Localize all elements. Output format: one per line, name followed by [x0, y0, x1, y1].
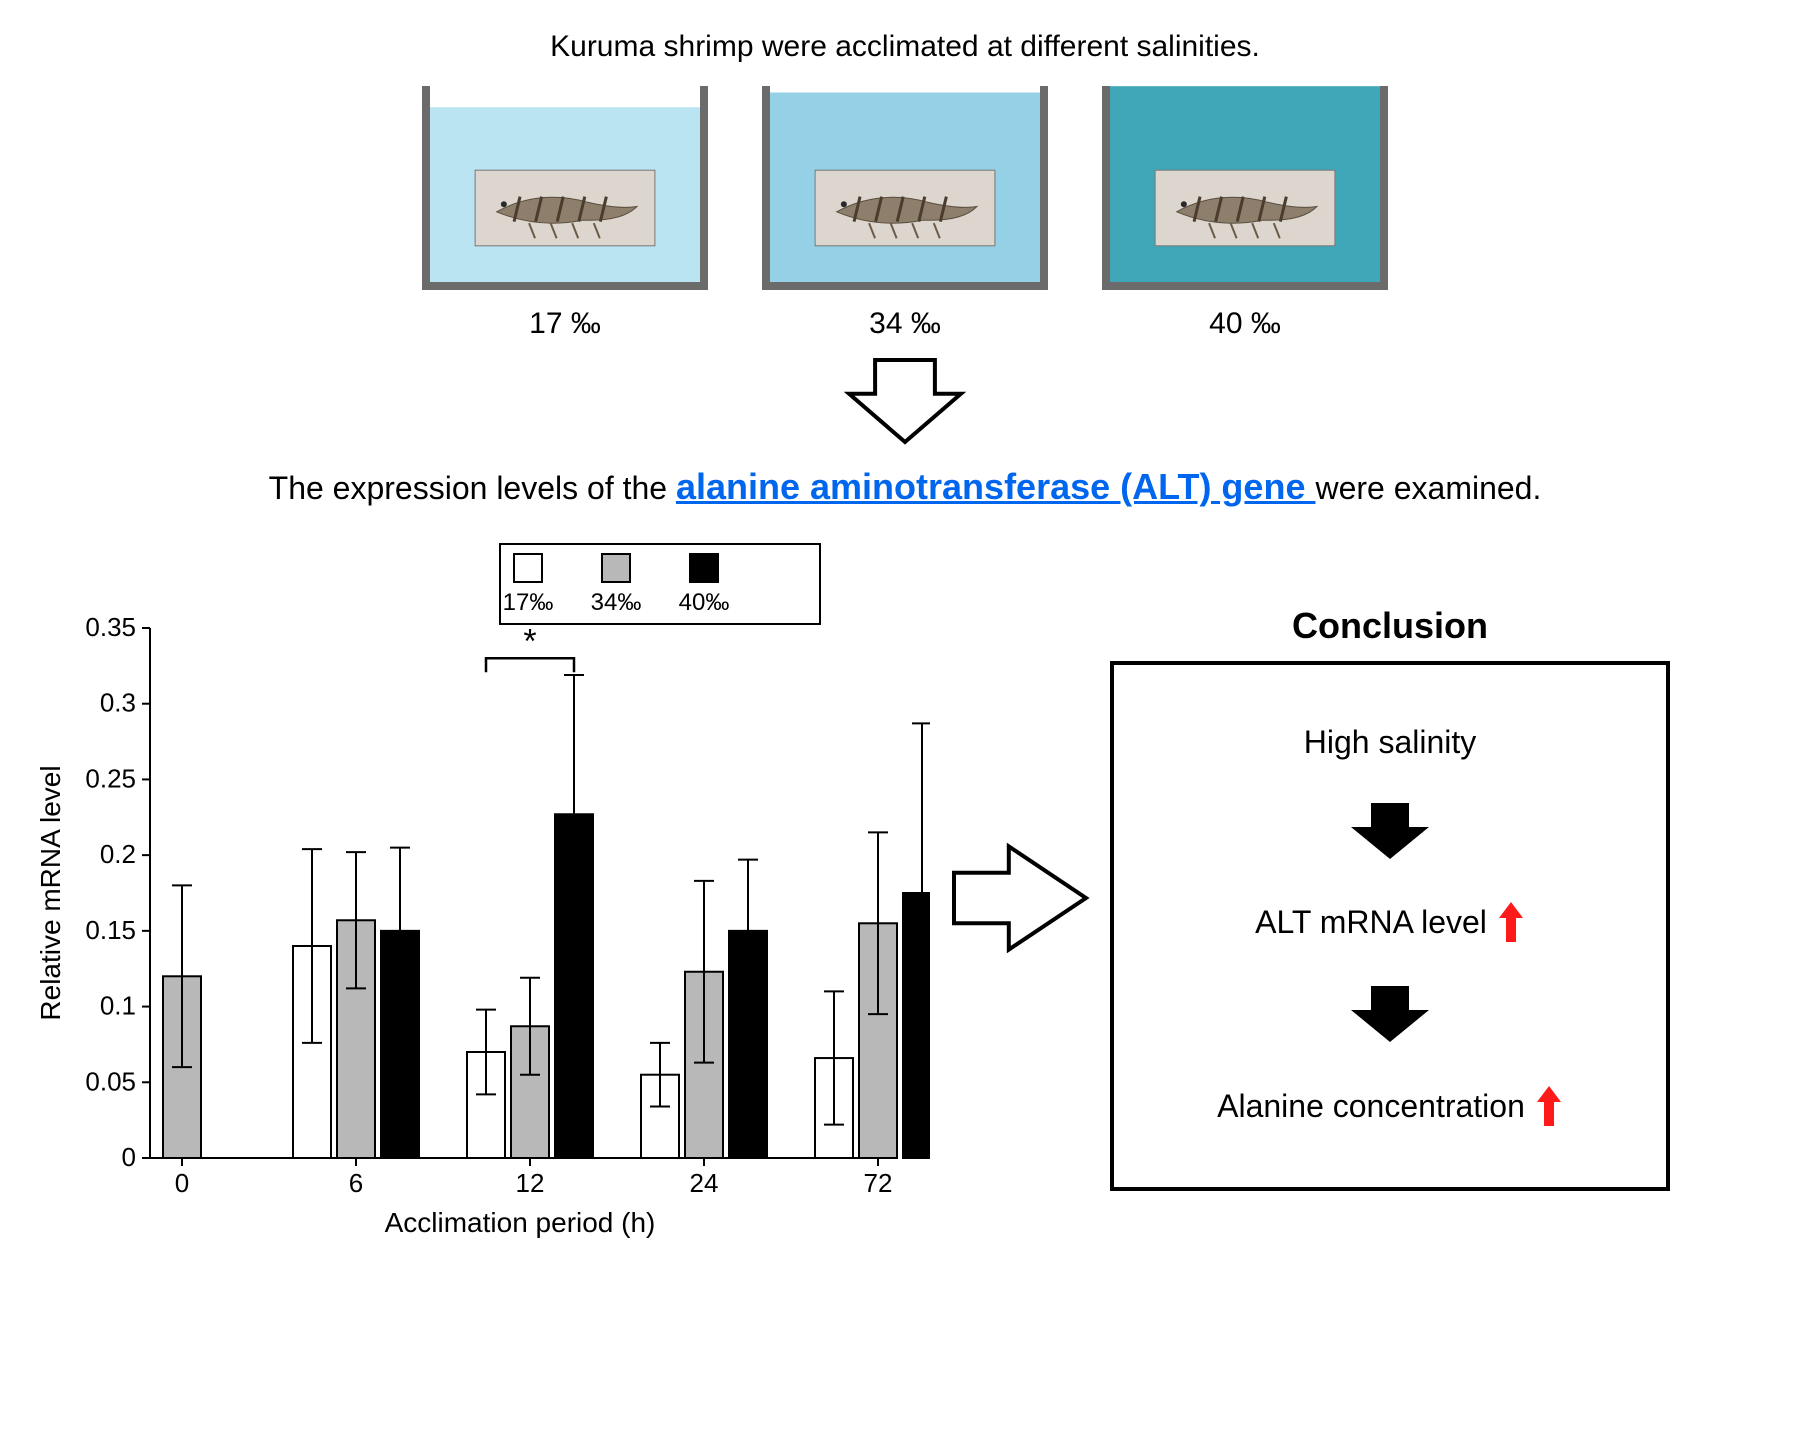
svg-text:Relative mRNA level: Relative mRNA level	[35, 765, 66, 1020]
svg-text:*: *	[523, 622, 536, 660]
svg-text:40‰: 40‰	[679, 589, 730, 616]
conclusion: Conclusion High salinity ALT mRNA level Al…	[1110, 605, 1670, 1191]
graphical-abstract: Kuruma shrimp were acclimated at differe…	[30, 30, 1780, 1258]
conclusion-line: ALT mRNA level	[1255, 900, 1525, 944]
mid-caption: The expression levels of the alanine ami…	[30, 466, 1780, 508]
svg-text:0.1: 0.1	[100, 991, 136, 1021]
bar-chart: 0 0.05 0.1 0.15 0.2 0.25 0.3 0.35 Relative mRNA …	[30, 538, 930, 1258]
svg-text:34‰: 34‰	[591, 589, 642, 616]
conclusion-text: Alanine concentration	[1217, 1088, 1525, 1125]
tank-row: 17 ‰ 34 ‰ 40 ‰	[30, 82, 1780, 341]
hollow-right-arrow-icon	[950, 838, 1090, 958]
svg-text:0.15: 0.15	[85, 915, 136, 945]
tank: 34 ‰	[760, 82, 1050, 341]
down-arrow	[30, 356, 1780, 446]
svg-text:24: 24	[690, 1168, 719, 1198]
svg-text:0.3: 0.3	[100, 688, 136, 718]
tank: 17 ‰	[420, 82, 710, 341]
hollow-down-arrow-icon	[840, 356, 970, 446]
lower-row: 0 0.05 0.1 0.15 0.2 0.25 0.3 0.35 Relative mRNA …	[30, 538, 1780, 1258]
svg-text:12: 12	[516, 1168, 545, 1198]
svg-text:0.25: 0.25	[85, 763, 136, 793]
mid-caption-after: were examined.	[1315, 470, 1541, 506]
black-down-arrow-icon	[1345, 799, 1435, 863]
conclusion-line: High salinity	[1304, 724, 1477, 761]
top-caption: Kuruma shrimp were acclimated at differe…	[30, 30, 1780, 64]
conclusion-box: High salinity ALT mRNA level Alanine conce…	[1110, 661, 1670, 1191]
conclusion-text: ALT mRNA level	[1255, 904, 1487, 941]
conclusion-text: High salinity	[1304, 724, 1477, 761]
tank-icon	[1100, 82, 1390, 292]
tank: 40 ‰	[1100, 82, 1390, 341]
tank-label: 40 ‰	[1100, 307, 1390, 341]
tank-label: 34 ‰	[760, 307, 1050, 341]
black-down-arrow-icon	[1345, 982, 1435, 1046]
svg-text:0: 0	[175, 1168, 189, 1198]
svg-text:6: 6	[349, 1168, 363, 1198]
tank-icon	[760, 82, 1050, 292]
svg-text:0.05: 0.05	[85, 1066, 136, 1096]
tank-icon	[420, 82, 710, 292]
conclusion-title: Conclusion	[1110, 605, 1670, 647]
right-arrow	[950, 838, 1090, 958]
svg-text:0: 0	[122, 1142, 136, 1172]
svg-text:0.2: 0.2	[100, 839, 136, 869]
red-up-arrow-icon	[1535, 1084, 1563, 1128]
svg-text:Acclimation period (h): Acclimation period (h)	[385, 1207, 656, 1238]
alt-gene-link: alanine aminotransferase (ALT) gene	[676, 466, 1316, 507]
svg-text:72: 72	[864, 1168, 893, 1198]
conclusion-line: Alanine concentration	[1217, 1084, 1563, 1128]
tank-label: 17 ‰	[420, 307, 710, 341]
red-up-arrow-icon	[1497, 900, 1525, 944]
mid-caption-before: The expression levels of the	[269, 470, 676, 506]
svg-text:17‰: 17‰	[503, 589, 554, 616]
svg-text:0.35: 0.35	[85, 612, 136, 642]
